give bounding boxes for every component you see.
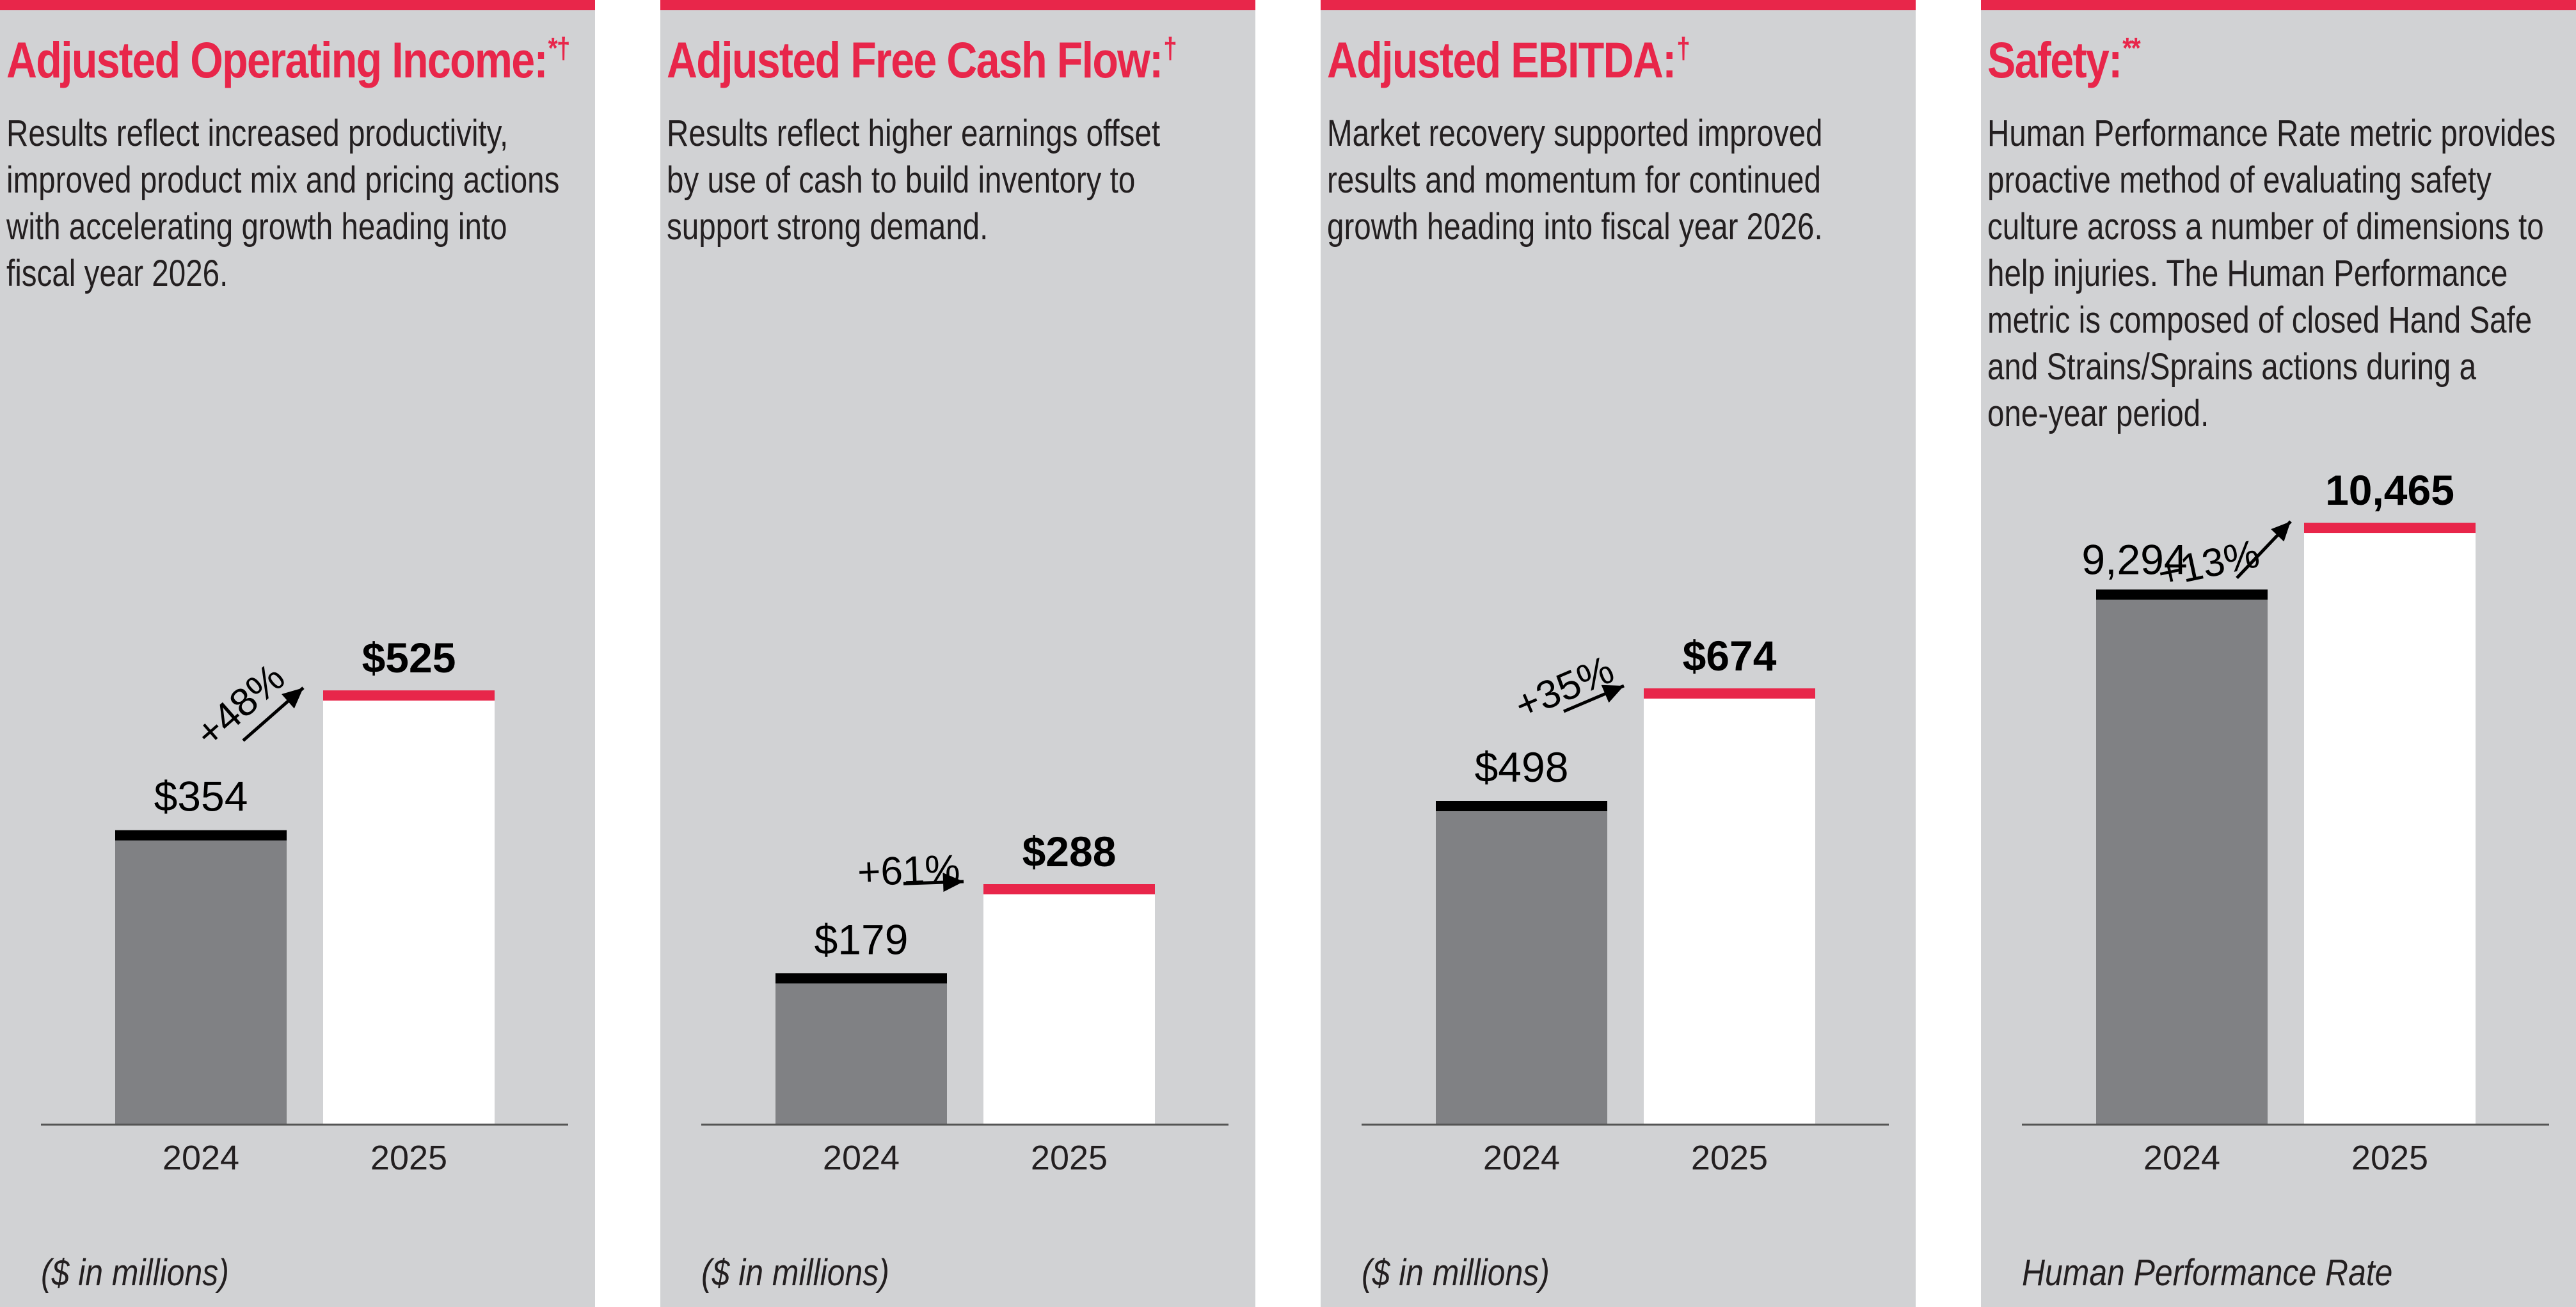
value-label-2025: $288	[1022, 828, 1117, 875]
panel-accent-bar	[0, 0, 595, 10]
value-label-2024: $354	[154, 773, 248, 820]
title-footnote-marks: †	[1676, 31, 1690, 65]
bar-cap-2024	[115, 830, 287, 841]
bar-cap-2025	[323, 690, 495, 701]
panel-title: Adjusted Operating Income:*†	[6, 31, 571, 88]
tick-label-2025: 2025	[1031, 1139, 1108, 1177]
units-footnote: ($ in millions)	[1362, 1252, 1550, 1294]
value-label-2025: $525	[362, 634, 456, 681]
growth-percent-label: +61%	[857, 847, 961, 895]
panel-adjusted-ebitda: Adjusted EBITDA:† Market recovery suppor…	[1321, 0, 1916, 1307]
bar-2024	[2096, 594, 2268, 1125]
tick-label-2025: 2025	[370, 1139, 447, 1177]
growth-arrowhead	[942, 873, 964, 892]
bar-chart: 2024 2025 $288 $179 +61%	[701, 828, 1228, 1177]
panel-accent-bar	[1321, 0, 1916, 10]
bar-chart: 2024 2025 $525 $354 +48%	[41, 634, 568, 1177]
value-label-2025: $674	[1683, 632, 1777, 679]
bar-2025	[1644, 693, 1815, 1125]
value-label-2024: 9,294	[2081, 535, 2187, 583]
bar-2024	[775, 978, 947, 1125]
tick-label-2024: 2024	[2143, 1139, 2220, 1177]
bar-cap-2024	[2096, 589, 2268, 600]
panel-description: Results reflect increased productivity, …	[6, 113, 560, 294]
panel-accent-bar	[660, 0, 1255, 10]
value-label-2024: $179	[815, 915, 909, 963]
bar-cap-2024	[775, 973, 947, 984]
panel-description: Human Performance Rate metric provides p…	[1987, 113, 2556, 434]
bar-cap-2025	[1644, 688, 1815, 699]
tick-label-2024: 2024	[823, 1139, 900, 1177]
bar-2024	[115, 835, 287, 1125]
panel-title: Adjusted EBITDA:†	[1327, 31, 1690, 88]
panel-safety: Safety:** Human Performance Rate metric …	[1981, 0, 2576, 1307]
growth-arrowhead	[282, 688, 303, 709]
value-label-2025: 10,465	[2325, 466, 2454, 514]
units-footnote: ($ in millions)	[41, 1252, 229, 1294]
bar-cap-2024	[1436, 801, 1607, 811]
tick-label-2024: 2024	[163, 1139, 239, 1177]
panel-title: Adjusted Free Cash Flow:†	[667, 31, 1177, 88]
units-footnote: ($ in millions)	[701, 1252, 889, 1294]
panel-adjusted-free-cash-flow: Adjusted Free Cash Flow:† Results reflec…	[660, 0, 1255, 1307]
panel-description: Market recovery supported improved resul…	[1327, 113, 1823, 248]
bar-2025	[2304, 528, 2476, 1125]
bar-cap-2025	[2304, 523, 2476, 534]
units-footnote: Human Performance Rate	[2022, 1252, 2393, 1294]
bar-2025	[983, 889, 1155, 1125]
title-footnote-marks: †	[1163, 31, 1177, 65]
panel-description: Results reflect higher earnings offset b…	[667, 113, 1161, 248]
panel-title: Safety:**	[1987, 31, 2141, 88]
growth-arrowhead	[1601, 685, 1624, 703]
tick-label-2025: 2025	[2351, 1139, 2428, 1177]
title-footnote-marks: *†	[548, 31, 571, 65]
growth-percent-label: +35%	[1509, 647, 1621, 728]
bar-2025	[323, 695, 495, 1125]
bar-2024	[1436, 806, 1607, 1125]
bar-chart: 2024 2025 $674 $498 +35%	[1362, 632, 1889, 1177]
title-footnote-marks: **	[2122, 31, 2140, 65]
bar-cap-2025	[983, 884, 1155, 894]
panel-accent-bar	[1981, 0, 2576, 10]
growth-percent-label: +48%	[187, 655, 293, 756]
tick-label-2025: 2025	[1691, 1139, 1768, 1177]
tick-label-2024: 2024	[1483, 1139, 1560, 1177]
growth-arrowhead	[2271, 521, 2291, 542]
panel-adjusted-operating-income: Adjusted Operating Income:*† Results ref…	[0, 0, 595, 1307]
value-label-2024: $498	[1475, 743, 1569, 791]
